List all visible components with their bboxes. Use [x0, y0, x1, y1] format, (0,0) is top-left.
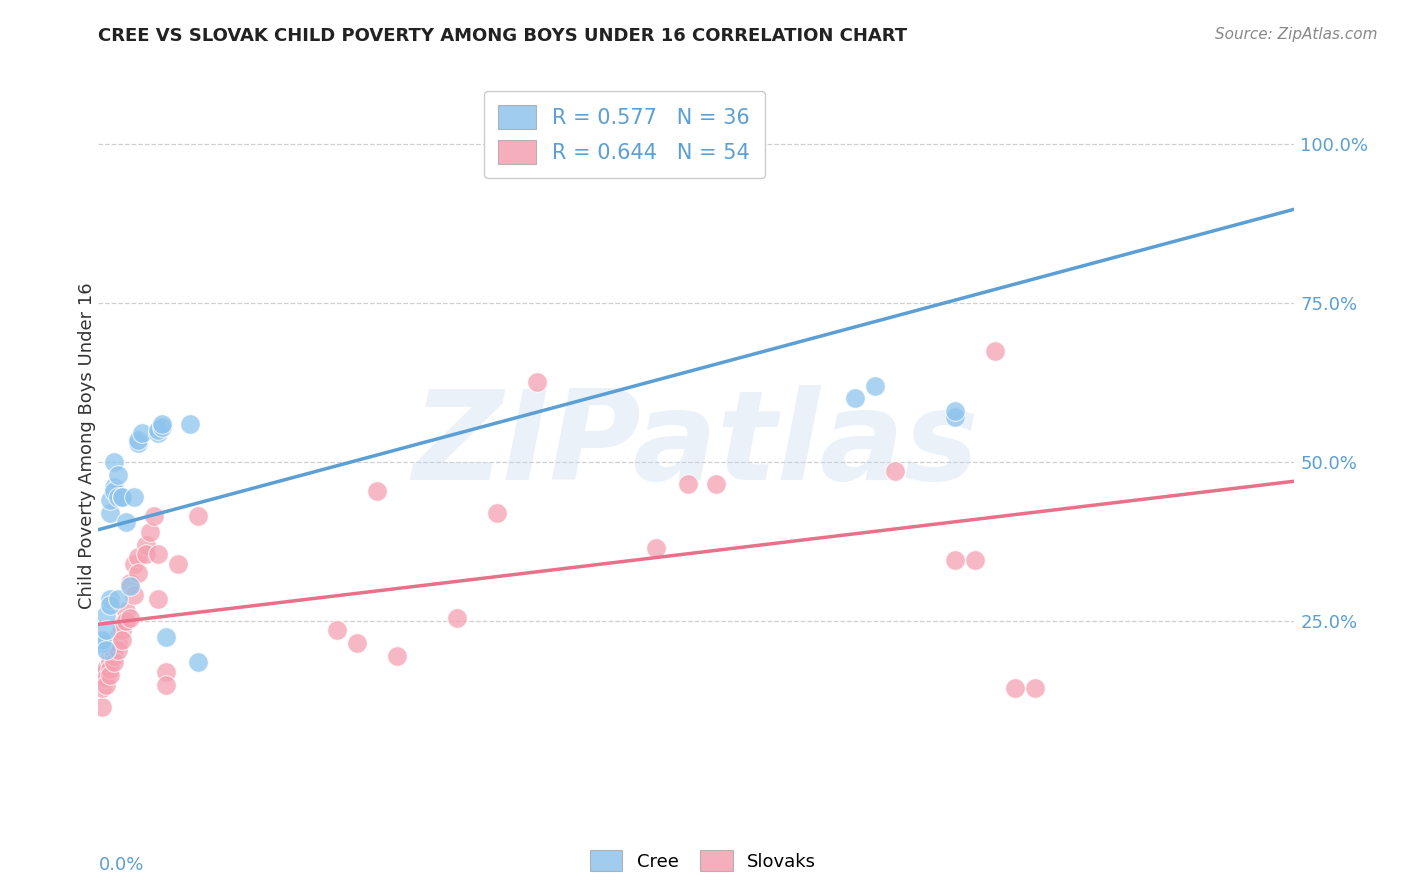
Point	[963, 553, 986, 567]
Point	[96, 677, 118, 691]
Point	[704, 477, 727, 491]
Point	[98, 506, 122, 520]
Point	[91, 681, 114, 695]
Point	[385, 648, 409, 663]
Point	[148, 547, 170, 561]
Point	[107, 630, 129, 644]
Point	[446, 611, 468, 625]
Y-axis label: Child Poverty Among Boys Under 16: Child Poverty Among Boys Under 16	[79, 283, 96, 609]
Point	[326, 624, 349, 638]
Point	[124, 589, 146, 603]
Point	[844, 392, 866, 406]
Point	[155, 630, 177, 644]
Point	[681, 120, 703, 135]
Point	[96, 607, 118, 622]
Point	[98, 493, 122, 508]
Point	[346, 636, 368, 650]
Point	[107, 642, 129, 657]
Point	[676, 120, 699, 135]
Point	[943, 410, 966, 425]
Point	[103, 655, 125, 669]
Legend: Cree, Slovaks: Cree, Slovaks	[582, 843, 824, 879]
Point	[187, 508, 209, 523]
Point	[111, 632, 134, 647]
Point	[111, 490, 134, 504]
Point	[366, 483, 388, 498]
Point	[135, 538, 157, 552]
Text: ZIPatlas: ZIPatlas	[413, 385, 979, 507]
Point	[98, 648, 122, 663]
Point	[115, 614, 138, 628]
Point	[120, 611, 142, 625]
Text: CREE VS SLOVAK CHILD POVERTY AMONG BOYS UNDER 16 CORRELATION CHART: CREE VS SLOVAK CHILD POVERTY AMONG BOYS …	[98, 27, 907, 45]
Point	[124, 557, 146, 571]
Point	[179, 417, 201, 431]
Point	[96, 642, 118, 657]
Point	[103, 483, 125, 498]
Point	[111, 624, 134, 638]
Point	[485, 506, 508, 520]
Point	[115, 604, 138, 618]
Point	[91, 699, 114, 714]
Point	[96, 671, 118, 685]
Point	[96, 665, 118, 679]
Point	[127, 566, 149, 581]
Point	[131, 426, 153, 441]
Legend: R = 0.577   N = 36, R = 0.644   N = 54: R = 0.577 N = 36, R = 0.644 N = 54	[484, 91, 765, 178]
Point	[150, 420, 173, 434]
Point	[98, 668, 122, 682]
Point	[91, 632, 114, 647]
Point	[111, 490, 134, 504]
Point	[103, 455, 125, 469]
Point	[115, 516, 138, 530]
Point	[143, 508, 166, 523]
Text: Source: ZipAtlas.com: Source: ZipAtlas.com	[1215, 27, 1378, 42]
Point	[676, 477, 699, 491]
Point	[148, 423, 170, 437]
Point	[96, 662, 118, 676]
Point	[135, 547, 157, 561]
Point	[120, 579, 142, 593]
Point	[884, 465, 907, 479]
Point	[1024, 681, 1046, 695]
Point	[107, 490, 129, 504]
Point	[526, 376, 548, 390]
Point	[107, 467, 129, 482]
Point	[98, 655, 122, 669]
Point	[124, 490, 146, 504]
Point	[107, 636, 129, 650]
Point	[96, 624, 118, 638]
Point	[107, 591, 129, 606]
Point	[103, 480, 125, 494]
Point	[984, 343, 1007, 358]
Point	[127, 435, 149, 450]
Point	[943, 553, 966, 567]
Point	[127, 550, 149, 565]
Point	[91, 636, 114, 650]
Point	[148, 426, 170, 441]
Text: 0.0%: 0.0%	[98, 855, 143, 873]
Point	[103, 648, 125, 663]
Point	[98, 662, 122, 676]
Point	[139, 524, 162, 539]
Point	[111, 617, 134, 632]
Point	[645, 541, 668, 555]
Point	[98, 598, 122, 612]
Point	[120, 575, 142, 590]
Point	[155, 665, 177, 679]
Point	[167, 557, 190, 571]
Point	[91, 671, 114, 685]
Point	[127, 433, 149, 447]
Point	[98, 591, 122, 606]
Point	[150, 417, 173, 431]
Point	[1004, 681, 1026, 695]
Point	[155, 677, 177, 691]
Point	[187, 655, 209, 669]
Point	[103, 642, 125, 657]
Point	[148, 591, 170, 606]
Point	[865, 378, 887, 392]
Point	[943, 404, 966, 418]
